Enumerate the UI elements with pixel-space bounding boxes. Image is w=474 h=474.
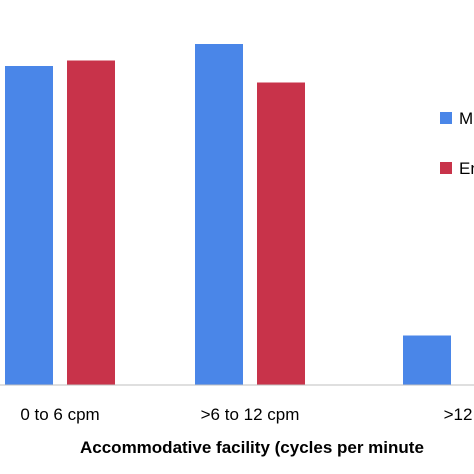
legend-label: M [459,109,473,128]
legend-swatch [440,162,452,174]
bar-series1-cat1 [5,66,53,385]
legend: M En [440,109,474,178]
tick-labels-group: 0 to 6 cpm >6 to 12 cpm >12 [20,405,472,424]
x-axis-title: Accommodative facility (cycles per minut… [80,438,424,457]
bar-series2-cat1 [67,60,115,385]
x-tick-label: >12 [444,405,473,424]
bars-group [5,44,451,385]
bar-series1-cat3 [403,335,451,385]
bar-series1-cat2 [195,44,243,385]
bar-series2-cat2 [257,82,305,385]
legend-label: En [459,159,474,178]
legend-swatch [440,112,452,124]
x-tick-label: 0 to 6 cpm [20,405,99,424]
x-tick-label: >6 to 12 cpm [201,405,300,424]
